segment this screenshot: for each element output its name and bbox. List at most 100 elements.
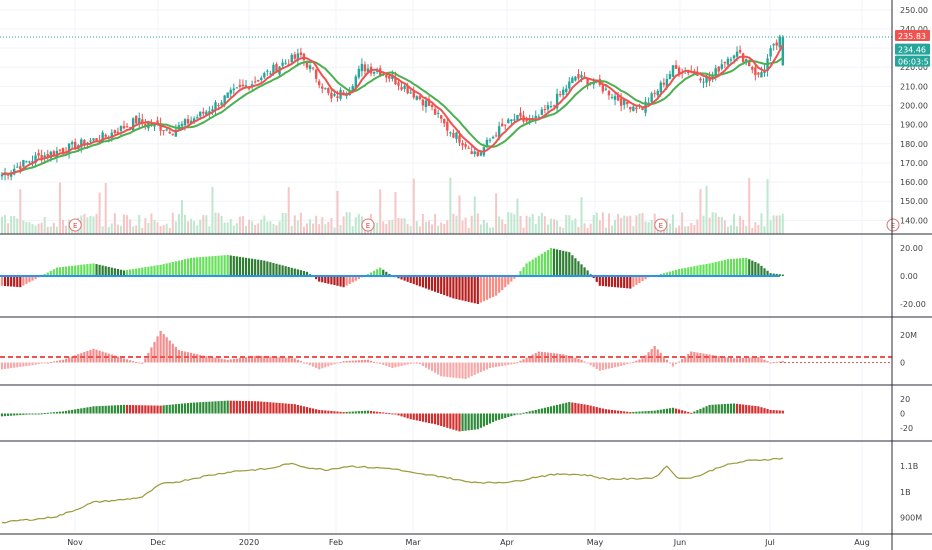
- volume-bar: [684, 226, 687, 234]
- vosc-bar: [702, 353, 705, 363]
- volume-bar: [455, 215, 458, 234]
- vosc-bar: [354, 360, 357, 363]
- vosc-bar: [626, 362, 629, 365]
- volume-bar: [638, 213, 641, 234]
- osc-bar: [55, 267, 58, 276]
- volume-bar: [241, 216, 244, 234]
- vosc-bar: [193, 353, 196, 363]
- candle-body: [616, 94, 620, 101]
- volume-bar: [757, 224, 760, 234]
- osc-bar: [760, 265, 763, 276]
- vosc-bar: [513, 362, 516, 364]
- volume-bar: [159, 226, 162, 234]
- candle-body: [46, 154, 49, 157]
- earnings-marker[interactable]: [361, 218, 375, 232]
- candle-body: [257, 80, 260, 82]
- mom-bar: [385, 412, 388, 414]
- candle-body: [415, 96, 418, 100]
- volume-bar: [217, 213, 220, 234]
- mom-bar: [382, 412, 385, 414]
- time-tick-label: Jul: [764, 538, 775, 547]
- mom-bar: [635, 411, 638, 414]
- volume-bar: [620, 217, 623, 234]
- vosc-bar: [613, 362, 617, 368]
- osc-bar: [495, 276, 498, 296]
- volume-bar: [626, 216, 629, 234]
- osc-bar: [68, 266, 71, 276]
- volume-bar: [461, 220, 464, 234]
- volume-bar: [330, 218, 333, 234]
- mom-bar: [623, 411, 626, 414]
- vosc-bar: [470, 362, 473, 377]
- volume-bar: [543, 216, 546, 234]
- volume-bar: [373, 222, 376, 234]
- volume-bar: [284, 213, 287, 234]
- volume-bar: [202, 215, 205, 234]
- vosc-bar: [214, 357, 217, 363]
- vosc-bar: [229, 359, 232, 363]
- osc-bar: [748, 259, 751, 276]
- mom-bar: [662, 409, 665, 414]
- mom-bar: [482, 413, 485, 427]
- vosc-bar: [156, 336, 159, 363]
- osc-bar: [296, 269, 299, 276]
- vosc-bar: [403, 362, 406, 366]
- vosc-bar: [336, 362, 339, 364]
- candle-body: [601, 85, 605, 92]
- volume-bar: [580, 197, 583, 234]
- vosc-bar: [717, 356, 720, 363]
- earnings-marker[interactable]: [886, 218, 900, 232]
- mom-bar: [186, 403, 190, 414]
- vosc-bar: [781, 361, 784, 363]
- candle-body: [31, 161, 34, 163]
- osc-bar: [434, 276, 437, 292]
- osc-bar: [162, 264, 165, 276]
- volume-bar: [226, 222, 229, 234]
- cum-tick-label: 1B: [900, 488, 911, 497]
- mom-bar: [333, 411, 336, 414]
- osc-bar: [613, 276, 617, 288]
- volume-bar: [95, 214, 98, 234]
- vosc-bar: [424, 362, 428, 368]
- volume-bar: [775, 215, 778, 234]
- vosc-bar: [220, 358, 223, 363]
- volume-bar: [534, 223, 537, 234]
- earnings-marker[interactable]: [68, 218, 82, 232]
- candle-body: [754, 67, 757, 76]
- volume-bar: [559, 226, 562, 234]
- volume-bar: [135, 225, 138, 234]
- osc-bar: [571, 255, 574, 276]
- vosc-bar: [671, 362, 675, 367]
- vosc-bar: [589, 362, 592, 366]
- vosc-bar: [610, 362, 614, 368]
- time-tick-label: Nov: [67, 538, 83, 547]
- mom-bar: [601, 408, 604, 414]
- volume-oscillator-panel: [0, 330, 932, 386]
- vosc-bar: [409, 362, 412, 364]
- price-tick-label: 180.00: [900, 140, 928, 149]
- mom-bar: [574, 402, 577, 414]
- osc-bar: [46, 272, 49, 276]
- vosc-bar: [272, 356, 275, 363]
- osc-bar: [443, 276, 446, 296]
- candle-body: [635, 107, 638, 110]
- mom-bar: [461, 413, 464, 432]
- mom-bar: [220, 400, 223, 414]
- mom-bar: [717, 404, 720, 414]
- mom-bar: [763, 408, 766, 414]
- volume-bar: [260, 219, 263, 234]
- mom-bar: [693, 411, 696, 414]
- volume-bar: [86, 217, 89, 234]
- mom-bar: [748, 405, 751, 414]
- mom-bar: [342, 412, 345, 414]
- earnings-marker[interactable]: [654, 218, 668, 232]
- candle-body: [436, 112, 440, 114]
- vosc-bar: [0, 362, 4, 370]
- osc-bar: [357, 276, 360, 280]
- mom-bar: [19, 413, 22, 416]
- vosc-bar: [732, 358, 736, 363]
- mom-tick-label: -20: [900, 424, 913, 433]
- osc-bar: [58, 267, 62, 276]
- earnings-marker-label: E: [73, 222, 77, 230]
- volume-bar: [339, 225, 342, 234]
